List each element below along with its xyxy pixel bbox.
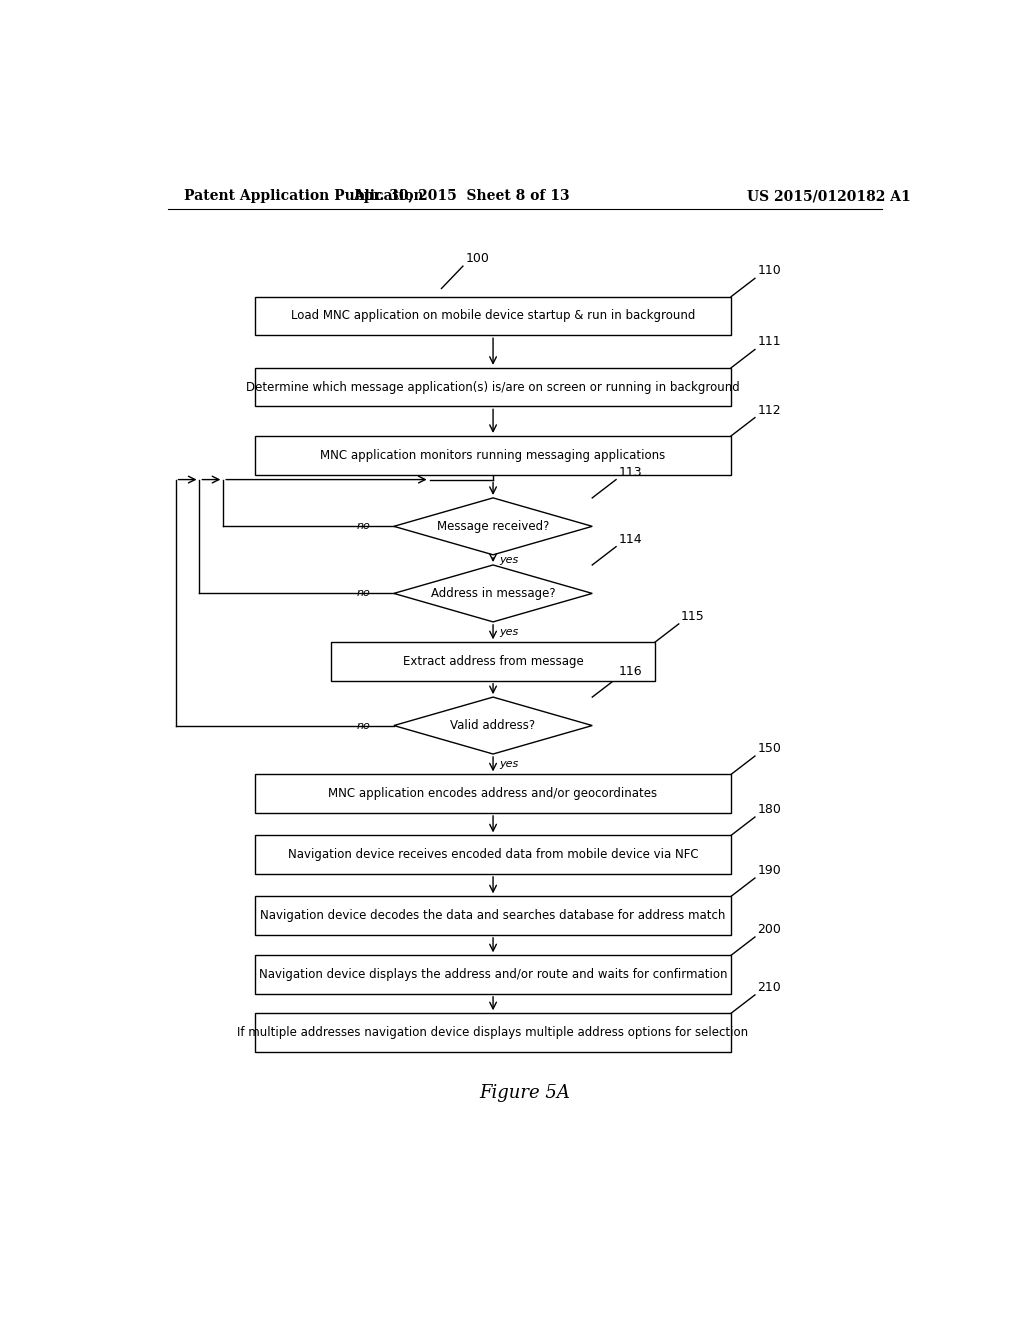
Text: 111: 111: [758, 335, 781, 348]
Text: yes: yes: [500, 627, 518, 638]
Text: yes: yes: [500, 759, 518, 770]
Text: yes: yes: [500, 554, 518, 565]
Bar: [255, 896, 731, 935]
Text: Valid address?: Valid address?: [451, 719, 536, 733]
Text: Determine which message application(s) is/are on screen or running in background: Determine which message application(s) i…: [246, 380, 740, 393]
Text: Message received?: Message received?: [437, 520, 549, 533]
Text: Figure 5A: Figure 5A: [479, 1085, 570, 1102]
Polygon shape: [394, 697, 592, 754]
Text: Apr. 30, 2015  Sheet 8 of 13: Apr. 30, 2015 Sheet 8 of 13: [353, 189, 569, 203]
Text: 200: 200: [758, 923, 781, 936]
Text: MNC application encodes address and/or geocordinates: MNC application encodes address and/or g…: [329, 787, 657, 800]
Polygon shape: [394, 498, 592, 554]
Bar: [255, 836, 731, 874]
Text: Extract address from message: Extract address from message: [402, 655, 584, 668]
Text: 210: 210: [758, 981, 781, 994]
Bar: [255, 775, 731, 813]
Bar: [255, 956, 731, 994]
Polygon shape: [394, 565, 592, 622]
Text: Address in message?: Address in message?: [431, 587, 555, 599]
Text: 115: 115: [681, 610, 705, 623]
Bar: [255, 297, 731, 335]
Text: 114: 114: [618, 533, 642, 545]
Text: Navigation device displays the address and/or route and waits for confirmation: Navigation device displays the address a…: [259, 968, 727, 981]
Text: no: no: [356, 521, 370, 532]
Text: no: no: [356, 589, 370, 598]
Text: 150: 150: [758, 742, 781, 755]
Text: 180: 180: [758, 803, 781, 816]
Text: Patent Application Publication: Patent Application Publication: [183, 189, 423, 203]
Text: If multiple addresses navigation device displays multiple address options for se: If multiple addresses navigation device …: [238, 1026, 749, 1039]
Text: no: no: [356, 721, 370, 730]
Text: Load MNC application on mobile device startup & run in background: Load MNC application on mobile device st…: [291, 309, 695, 322]
Text: 113: 113: [618, 466, 642, 479]
Text: 190: 190: [758, 865, 781, 876]
Bar: [255, 1014, 731, 1052]
Text: Navigation device decodes the data and searches database for address match: Navigation device decodes the data and s…: [260, 909, 726, 923]
Bar: [331, 643, 655, 681]
Text: Navigation device receives encoded data from mobile device via NFC: Navigation device receives encoded data …: [288, 849, 698, 861]
Bar: [255, 368, 731, 407]
Text: 110: 110: [758, 264, 781, 277]
Text: MNC application monitors running messaging applications: MNC application monitors running messagi…: [321, 449, 666, 462]
Text: 116: 116: [618, 665, 642, 677]
Text: 100: 100: [465, 252, 489, 265]
Bar: [255, 436, 731, 474]
Text: US 2015/0120182 A1: US 2015/0120182 A1: [748, 189, 910, 203]
Text: 112: 112: [758, 404, 781, 417]
